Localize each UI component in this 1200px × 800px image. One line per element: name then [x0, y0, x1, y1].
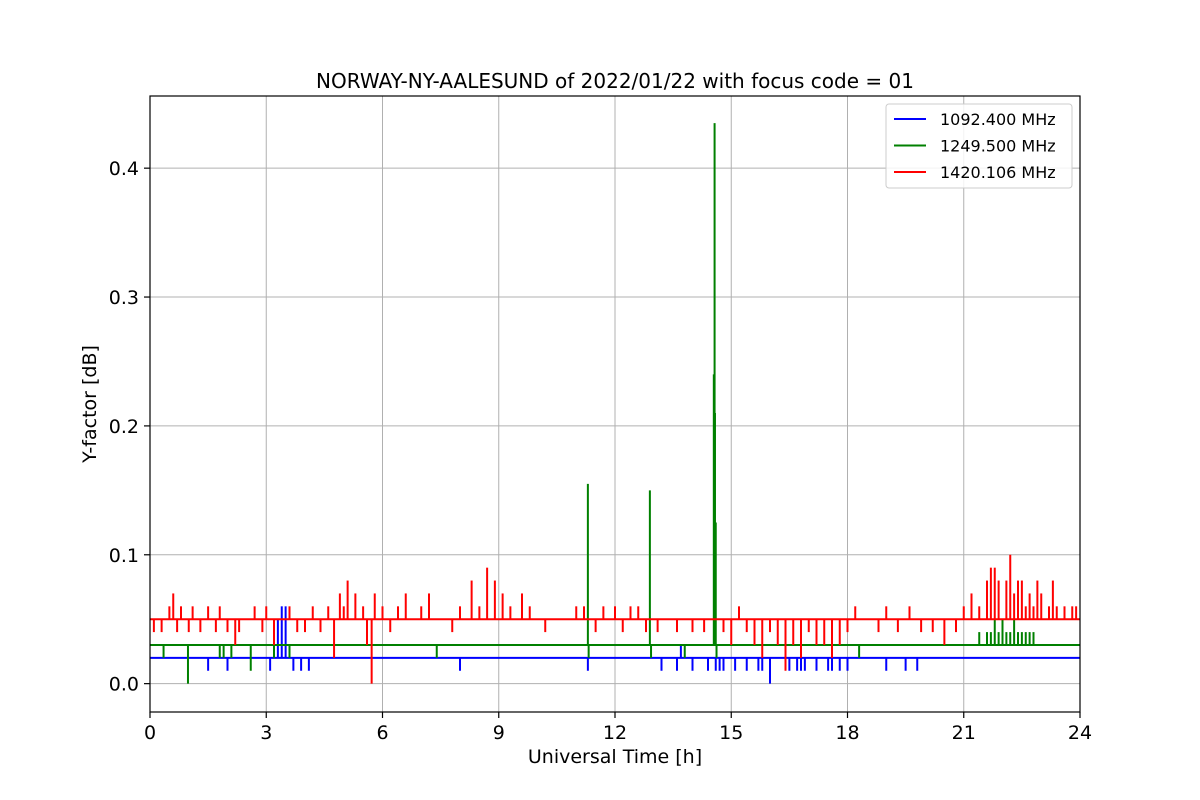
y-tick-label: 0.3	[109, 287, 139, 309]
y-tick-label: 0.1	[109, 545, 139, 567]
axis-ticks: 0 3 6 9 12 15 18 21 24 0.0 0.1 0.2 0.3 0.4	[109, 158, 1092, 744]
chart-title: NORWAY-NY-AALESUND of 2022/01/22 with fo…	[316, 69, 914, 93]
x-tick-label: 21	[952, 722, 976, 744]
y-tick-label: 0.4	[109, 158, 139, 180]
legend-label: 1092.400 MHz	[940, 110, 1056, 129]
legend: 1092.400 MHz 1249.500 MHz 1420.106 MHz	[885, 103, 1073, 189]
x-tick-label: 9	[493, 722, 505, 744]
x-tick-label: 3	[260, 722, 272, 744]
x-tick-label: 15	[719, 722, 743, 744]
legend-label: 1420.106 MHz	[940, 163, 1056, 182]
y-tick-label: 0.2	[109, 416, 139, 438]
x-axis-label: Universal Time [h]	[528, 746, 702, 768]
legend-label: 1249.500 MHz	[940, 137, 1056, 156]
series-2	[150, 554, 1080, 684]
series-layer	[150, 123, 1080, 684]
y-tick-label: 0.0	[109, 674, 139, 696]
x-tick-label: 24	[1068, 722, 1092, 744]
x-tick-label: 6	[376, 722, 388, 744]
legend-box	[885, 103, 1073, 189]
y-axis-label: Y-factor [dB]	[79, 345, 101, 464]
x-tick-label: 18	[835, 722, 859, 744]
x-tick-label: 12	[603, 722, 627, 744]
x-tick-label: 0	[144, 722, 156, 744]
series-0	[150, 606, 1080, 684]
